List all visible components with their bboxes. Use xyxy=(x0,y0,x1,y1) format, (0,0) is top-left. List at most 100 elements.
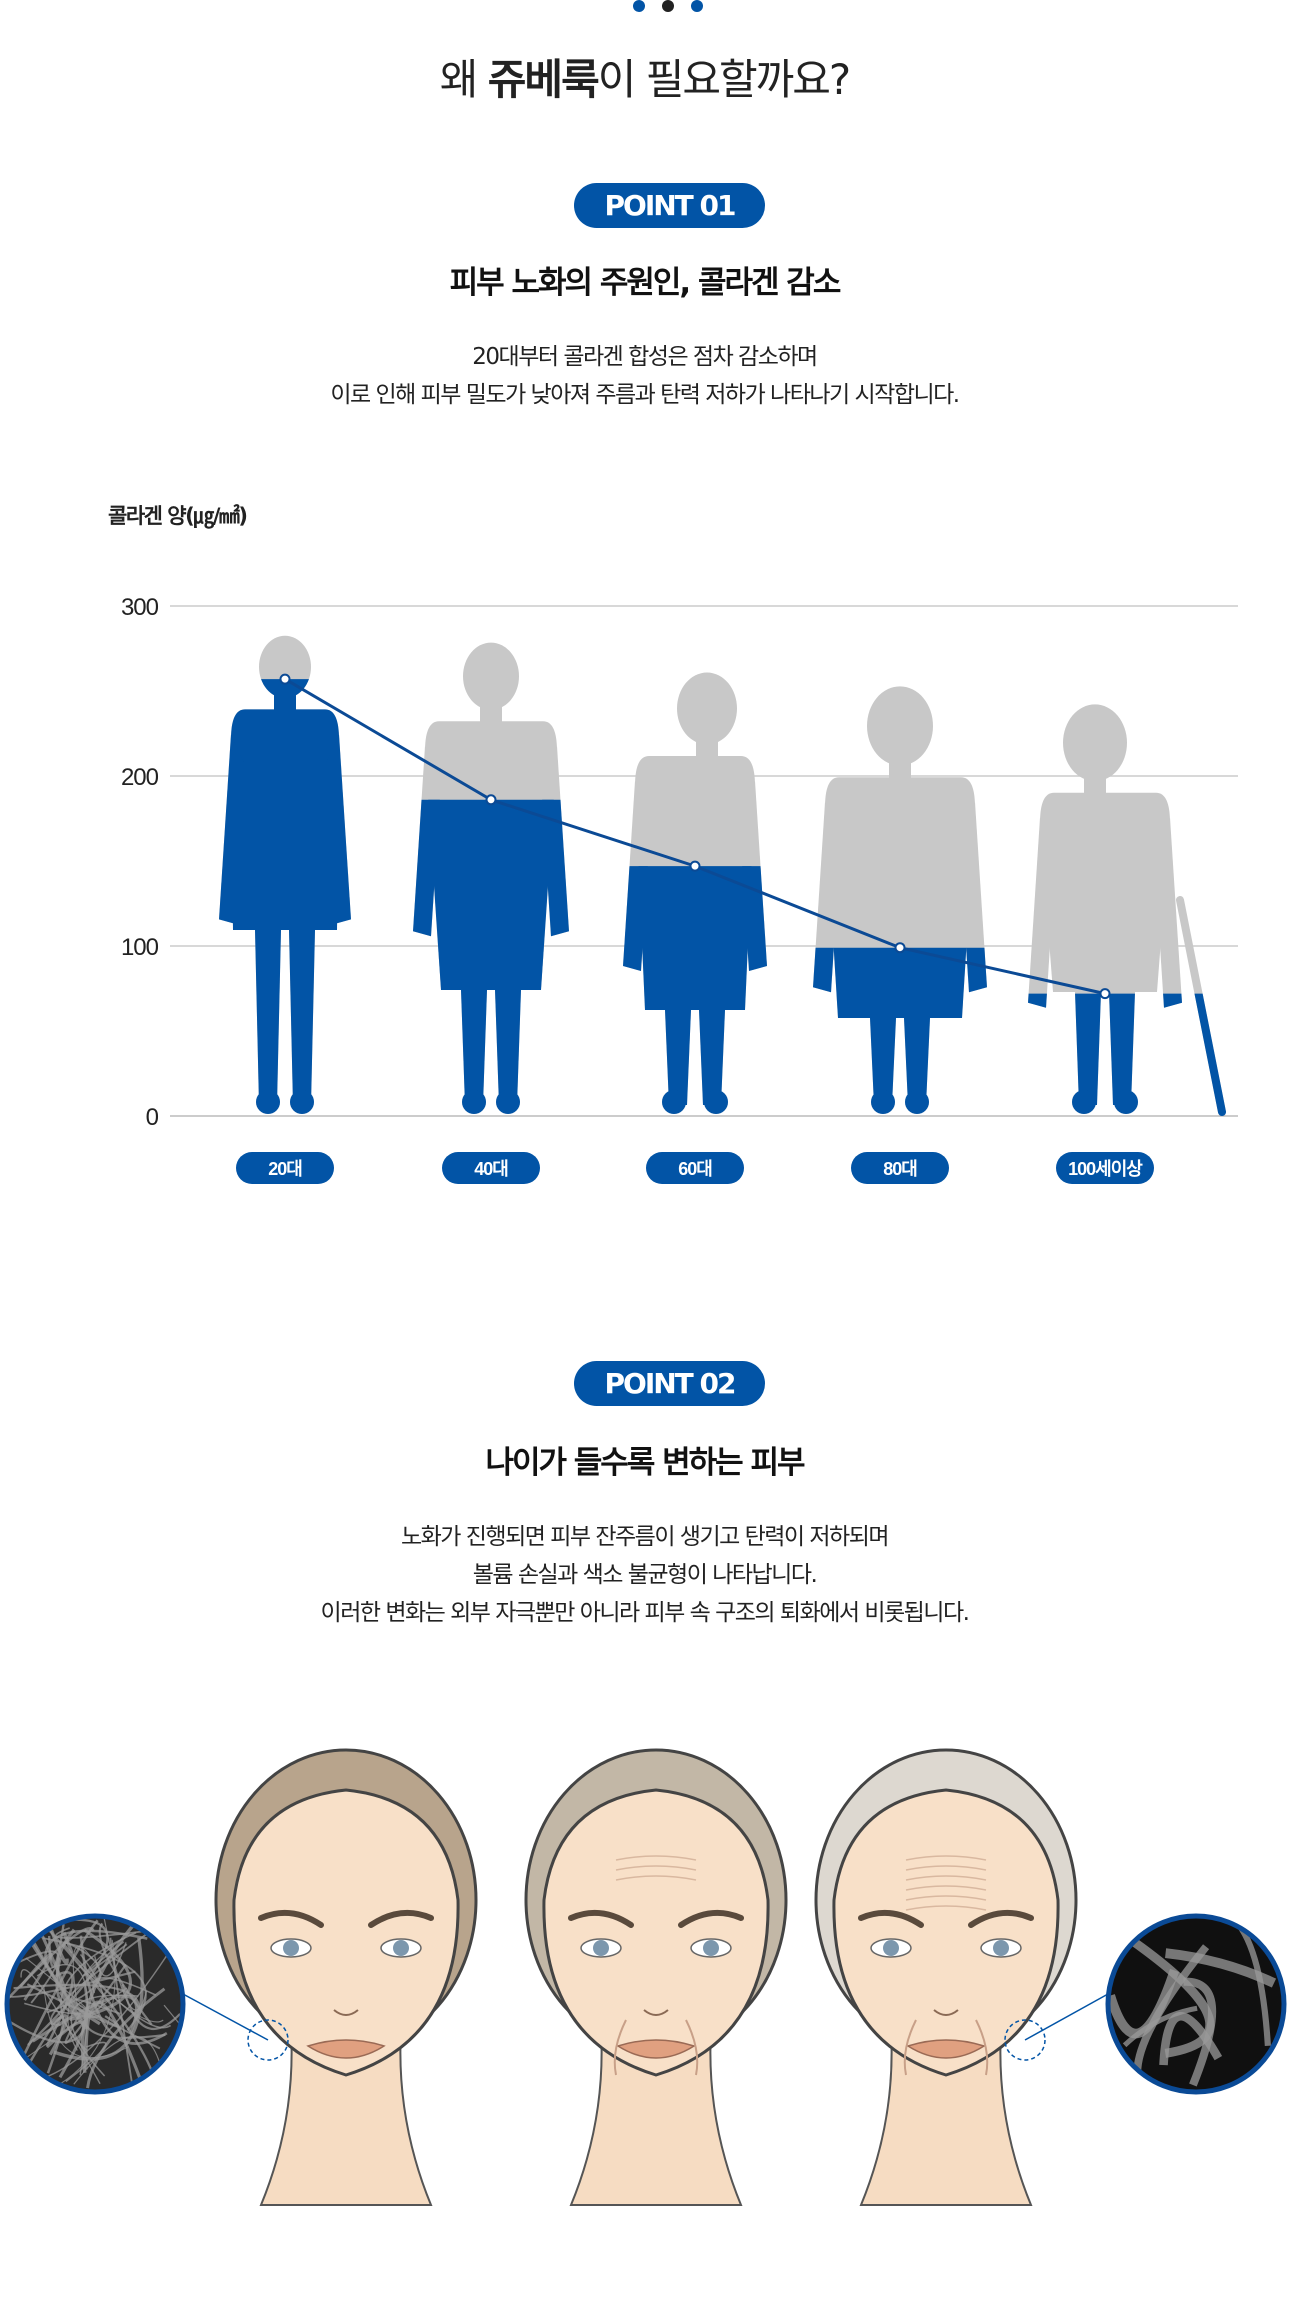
wrinkle xyxy=(975,2019,989,2076)
iris xyxy=(593,1940,609,1956)
nose xyxy=(933,2009,959,2016)
collagen-texture xyxy=(1108,1916,1284,2092)
data-point xyxy=(689,860,701,872)
data-point xyxy=(1099,988,1111,1000)
silhouette-leg xyxy=(495,990,521,1105)
dot xyxy=(691,0,703,12)
wrinkle xyxy=(615,1855,697,1861)
silhouette-foot xyxy=(290,1090,314,1114)
silhouette-arm xyxy=(323,734,351,925)
silhouette-arm xyxy=(959,802,987,993)
collagen-fiber xyxy=(1108,1922,1215,2058)
silhouette-foot xyxy=(496,1090,520,1114)
silhouette-3 xyxy=(623,672,767,1114)
collagen-fiber xyxy=(1183,1977,1217,2087)
silhouette-body xyxy=(231,709,339,930)
silhouette-leg xyxy=(699,1010,725,1105)
brand-name: 쥬베룩 xyxy=(487,55,600,104)
iris xyxy=(393,1940,409,1956)
pointer-line xyxy=(1024,1993,1109,2041)
cheek-marker xyxy=(247,2019,289,2061)
y-tick-label: 200 xyxy=(121,764,159,791)
x-category-pill xyxy=(236,1152,334,1184)
collagen-fiber xyxy=(67,1937,123,2051)
cheek-marker xyxy=(1004,2019,1046,2061)
collagen-fiber xyxy=(45,1970,74,2047)
eyebrow xyxy=(258,1909,324,1928)
pointer-line xyxy=(182,1993,269,2041)
x-tick-label: 40대 xyxy=(474,1159,508,1179)
collagen-fiber xyxy=(62,1931,74,1954)
silhouette-fill xyxy=(623,866,767,1114)
wrinkle xyxy=(613,2019,627,2076)
y-tick-label: 300 xyxy=(121,594,159,621)
wrinkle xyxy=(615,1865,697,1871)
point-02-badge: POINT 02 xyxy=(574,1361,765,1406)
wrinkle xyxy=(615,1875,697,1881)
silhouette-leg xyxy=(870,1018,896,1105)
nose xyxy=(333,2009,359,2016)
collagen-fiber xyxy=(20,1969,101,2085)
silhouette-neck xyxy=(274,687,296,715)
lips xyxy=(616,2039,696,2059)
eyebrow xyxy=(368,1909,434,1928)
silhouette-fill xyxy=(813,947,987,1114)
silhouette-fill xyxy=(413,799,569,1114)
silhouette-arm xyxy=(1154,817,1182,1008)
silhouette-2 xyxy=(413,642,569,1114)
silhouette-foot xyxy=(905,1090,929,1114)
collagen-fiber xyxy=(86,1987,166,2089)
wrinkle xyxy=(903,2019,917,2076)
silhouette-1 xyxy=(219,635,351,1114)
face-2 xyxy=(524,1748,788,2206)
lips xyxy=(906,2039,986,2059)
collagen-fiber xyxy=(121,1984,181,2031)
y-tick-label: 0 xyxy=(146,1104,159,1131)
magnifier-ring xyxy=(1105,1913,1287,2095)
silhouette-arm xyxy=(542,799,569,937)
silhouette-4 xyxy=(813,686,987,1114)
y-tick-label: 100 xyxy=(121,934,159,961)
x-category-pill xyxy=(646,1152,744,1184)
title-prefix: 왜 xyxy=(439,55,488,104)
iris xyxy=(283,1940,299,1956)
collagen-aged xyxy=(1004,1913,1287,2095)
point-01-heading: 피부 노화의 주원인, 콜라겐 감소 xyxy=(449,265,842,301)
collagen-fiber xyxy=(1165,1948,1277,1988)
x-category-pill xyxy=(851,1152,949,1184)
collagen-fiber xyxy=(83,2006,166,2039)
silhouette-5 xyxy=(1028,704,1226,1116)
collagen-fiber xyxy=(47,1924,65,1969)
eyebrow xyxy=(678,1909,744,1928)
silhouette-arm xyxy=(219,734,247,925)
iris xyxy=(703,1940,719,1956)
wrinkle xyxy=(685,2019,699,2076)
x-tick-label: 60대 xyxy=(678,1159,712,1179)
wrinkle xyxy=(905,1875,987,1881)
collagen-fiber xyxy=(26,1983,120,2028)
iris xyxy=(883,1940,899,1956)
silhouette-head xyxy=(867,686,933,766)
silhouette-foot xyxy=(1114,1090,1138,1114)
silhouette-foot xyxy=(662,1090,686,1114)
desc-line: 볼륨 손실과 색소 불균형이 나타납니다. xyxy=(472,1562,818,1588)
silhouette-foot xyxy=(256,1090,280,1114)
desc-line: 이로 인해 피부 밀도가 낮아져 주름과 탄력 저하가 나타나기 시작합니다. xyxy=(330,382,960,408)
silhouette-neck xyxy=(696,732,718,762)
collagen-fiber xyxy=(69,1928,132,2021)
x-tick-label: 80대 xyxy=(883,1159,917,1179)
collagen-fiber xyxy=(62,1942,172,2029)
collagen-fiber xyxy=(84,2000,143,2081)
collagen-fiber xyxy=(79,1935,168,2045)
collagen-fiber xyxy=(72,1998,161,2050)
data-point xyxy=(485,794,497,806)
collagen-fiber xyxy=(47,1922,69,1965)
x-category-pill xyxy=(442,1152,540,1184)
data-point xyxy=(894,942,906,954)
point-01-badge: POINT 01 xyxy=(574,183,765,228)
face xyxy=(232,1788,460,2077)
silhouette-leg xyxy=(904,1018,930,1105)
x-tick-label: 100세이상 xyxy=(1068,1159,1143,1179)
wrinkle xyxy=(905,1885,987,1891)
